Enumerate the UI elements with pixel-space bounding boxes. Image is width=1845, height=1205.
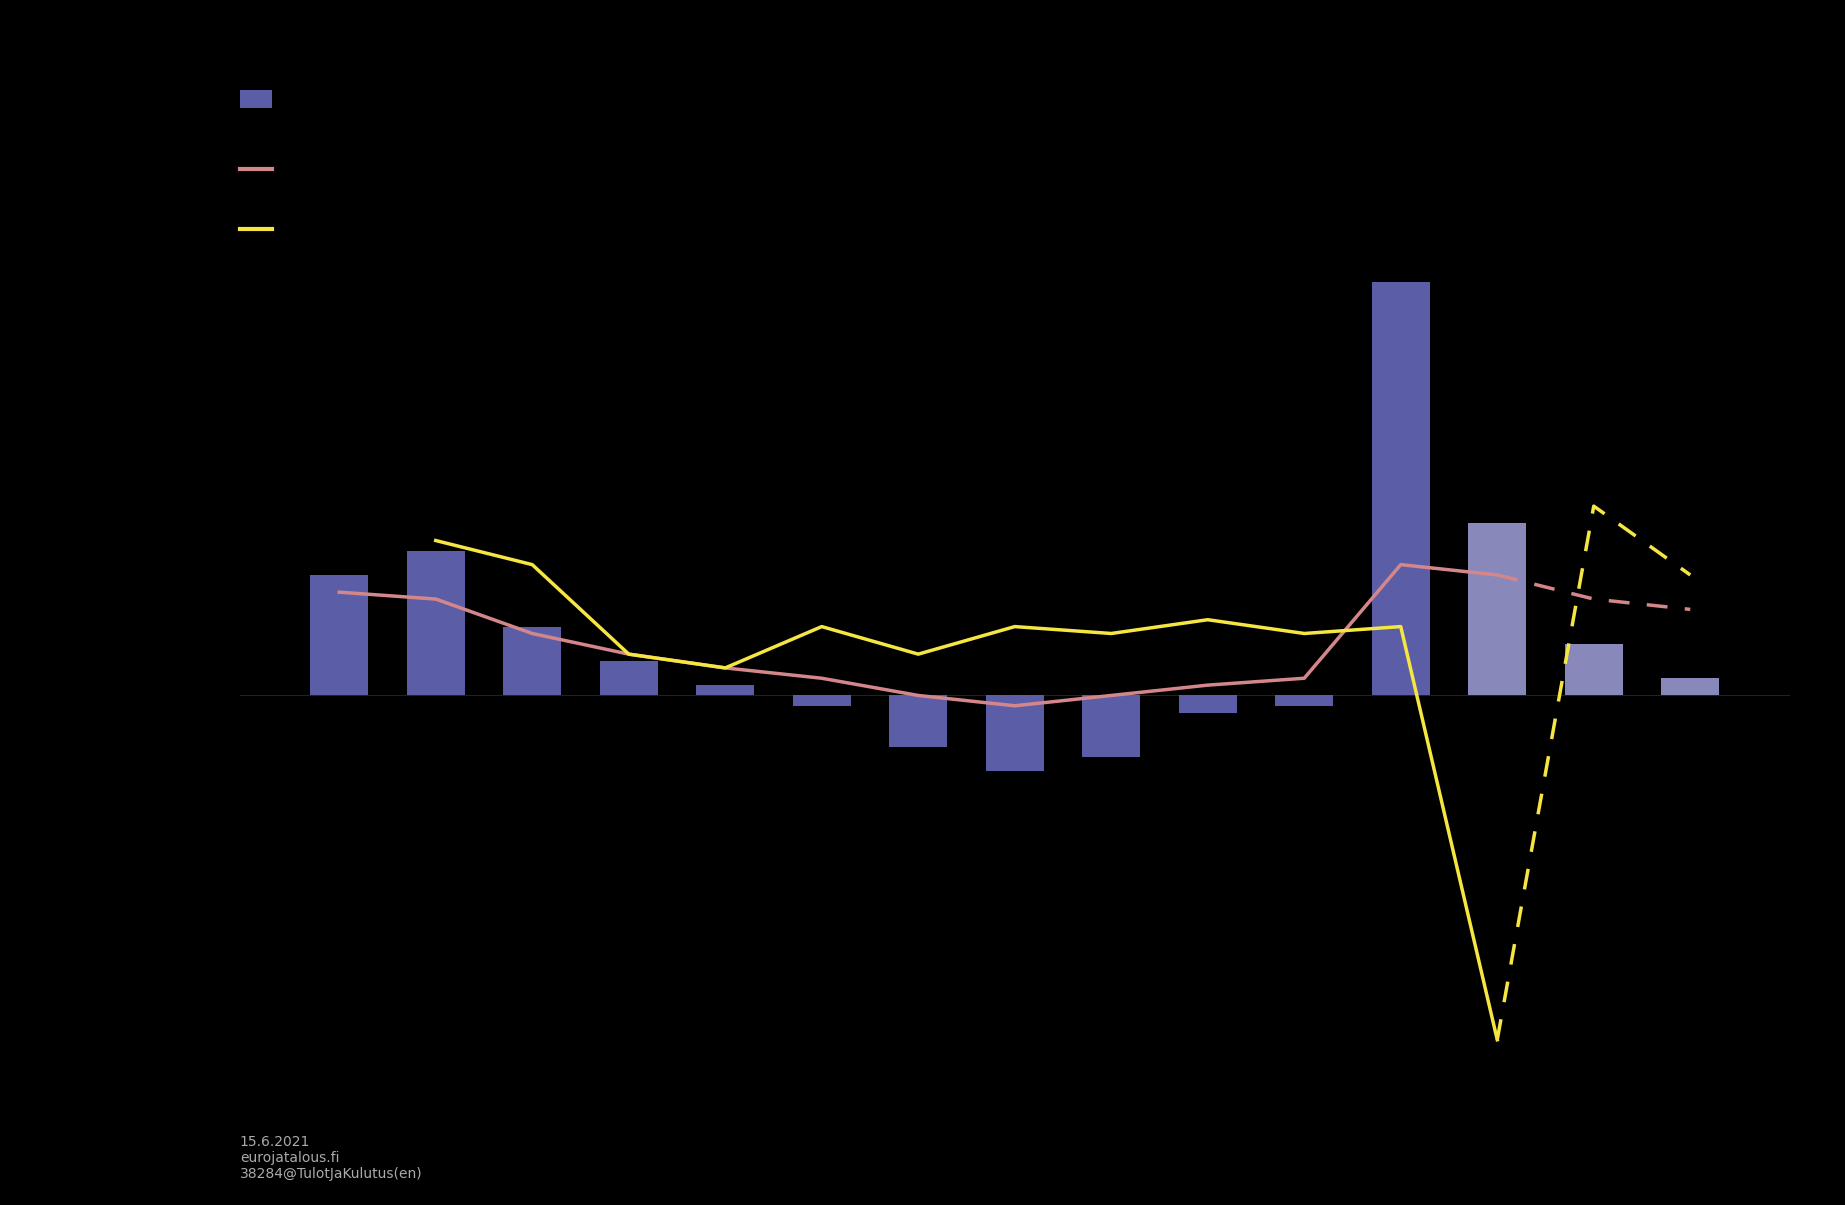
- Text: 15.6.2021
eurojatalous.fi
38284@TulotJaKulutus(en): 15.6.2021 eurojatalous.fi 38284@TulotJaK…: [240, 1134, 423, 1181]
- Bar: [406, 551, 465, 695]
- Bar: [1660, 678, 1720, 695]
- Bar: [793, 695, 851, 706]
- Bar: [696, 686, 755, 695]
- Bar: [1179, 695, 1236, 712]
- Bar: [600, 662, 657, 695]
- Bar: [985, 695, 1044, 771]
- Bar: [504, 627, 561, 695]
- Bar: [1565, 643, 1624, 695]
- Bar: [1083, 695, 1140, 758]
- Bar: [1373, 282, 1430, 695]
- Bar: [1275, 695, 1334, 706]
- Bar: [1469, 523, 1526, 695]
- Bar: [889, 695, 946, 747]
- Bar: [310, 575, 369, 695]
